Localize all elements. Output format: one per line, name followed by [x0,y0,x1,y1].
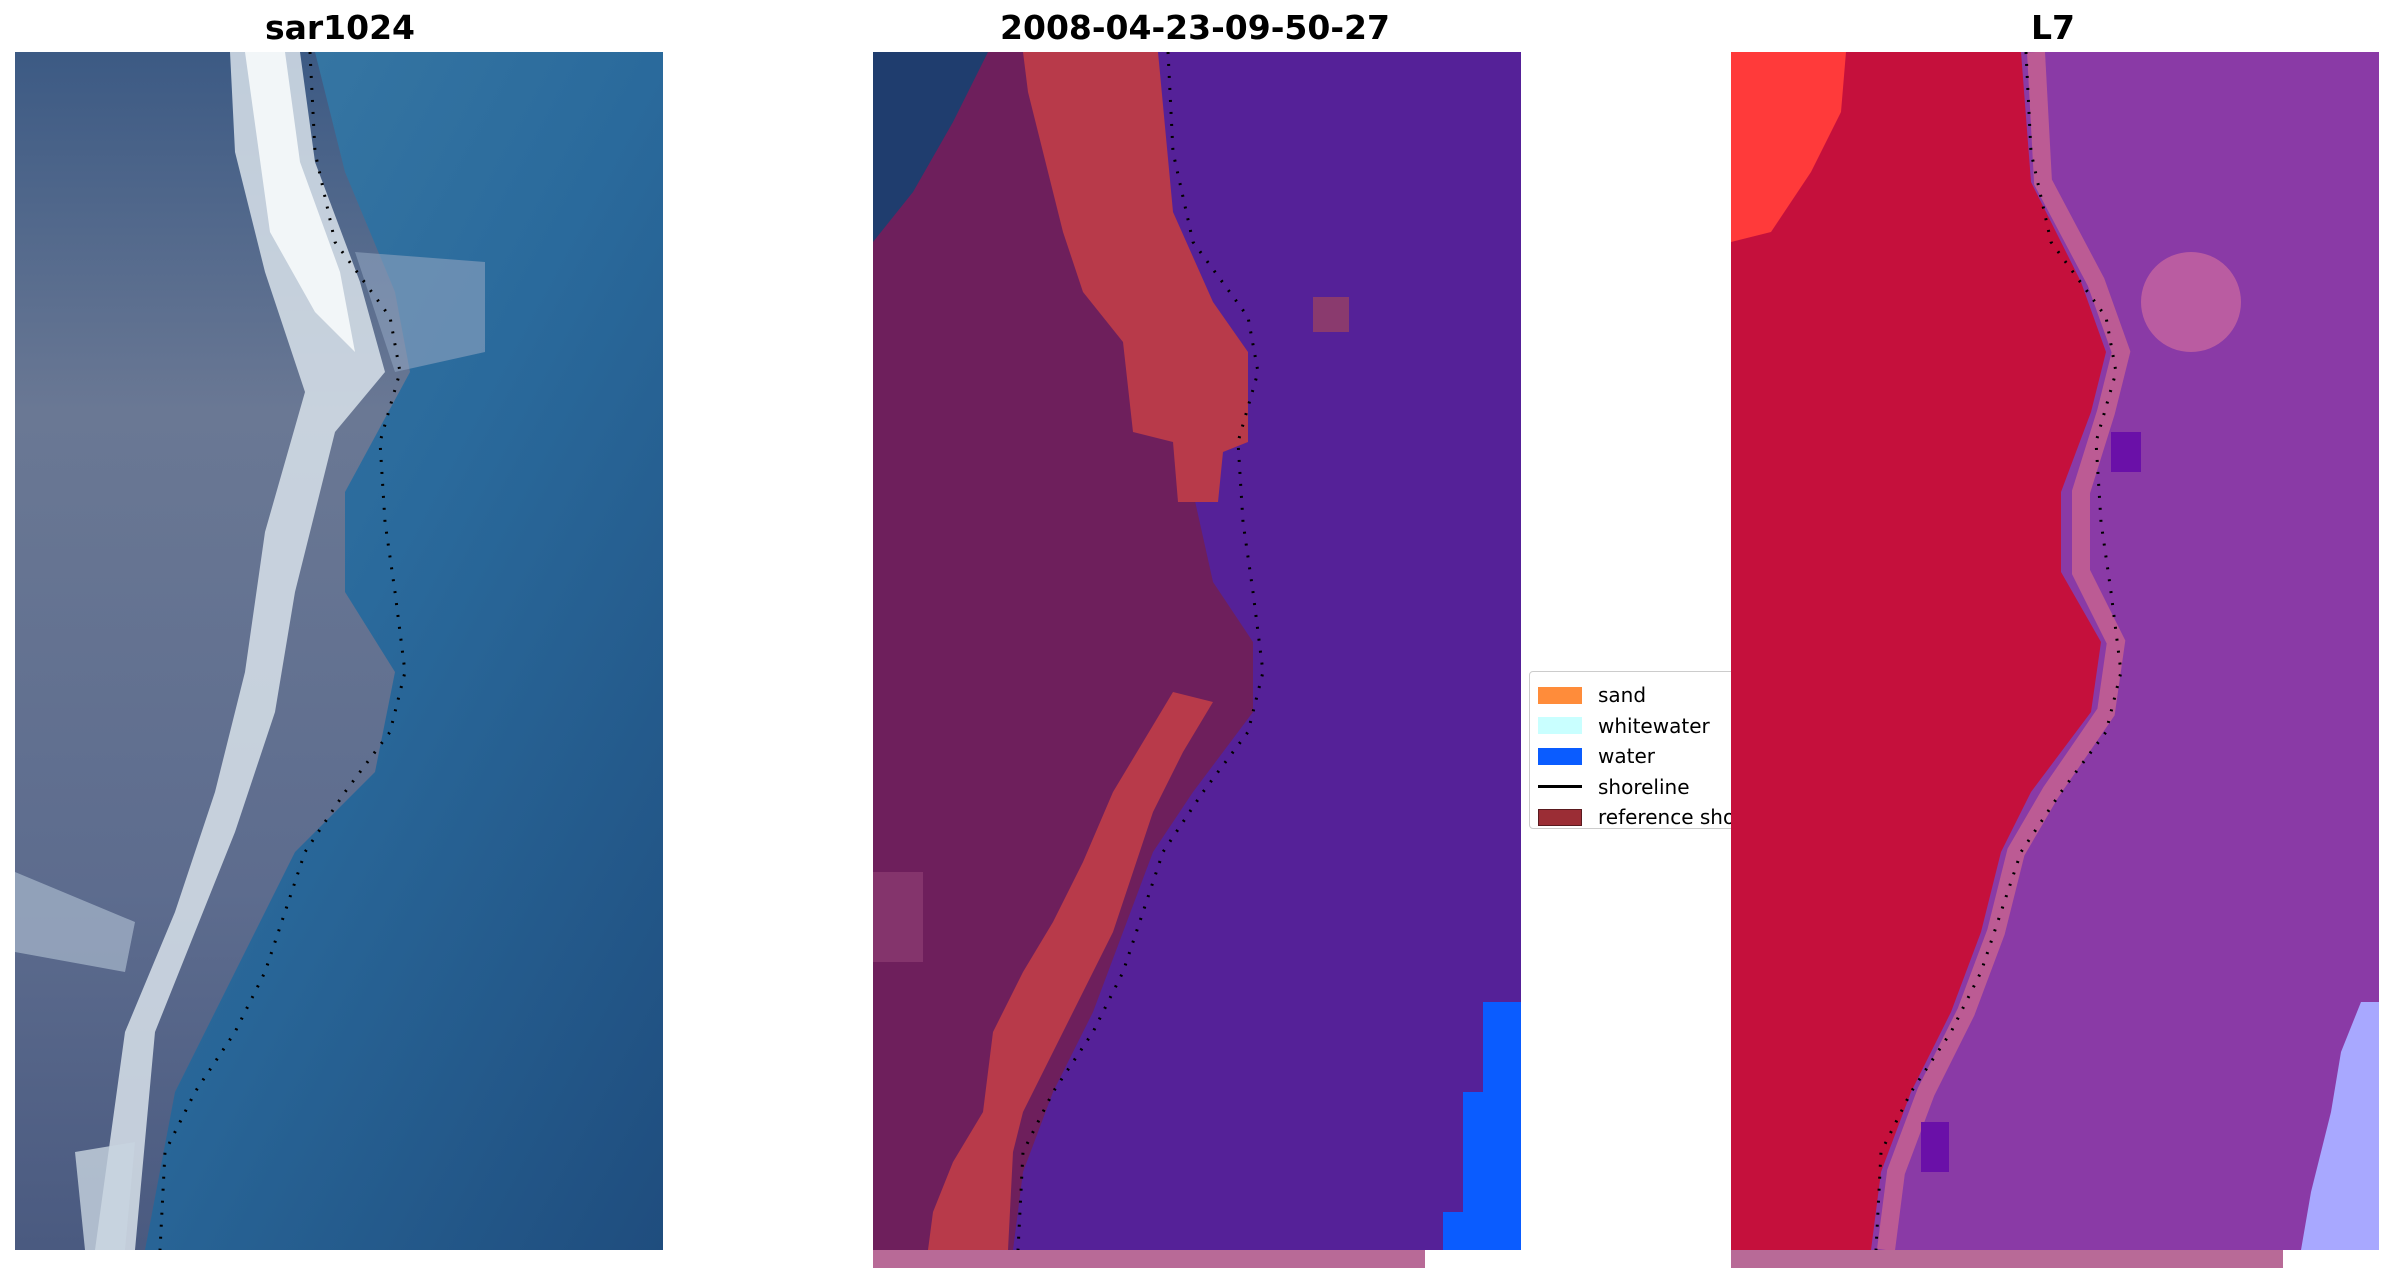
nearshore-patch [355,252,485,372]
surf-bright [245,52,355,352]
legend-label: whitewater [1598,713,1710,738]
legend-swatch-water [1538,747,1582,765]
class-small-patch [1313,297,1349,332]
beach-lower [15,872,135,972]
legend-item-reference-shoreline: reference shoreline [1538,802,1739,829]
index-purple-dark-2 [1921,1122,1949,1172]
rgb-image-panel [15,52,663,1250]
beach-lower-2 [75,1142,135,1250]
legend-item-whitewater: whitewater [1538,711,1738,742]
class-water-bright-3 [1443,1212,1473,1250]
legend-swatch-shoreline [1538,785,1582,789]
classified-image-panel [873,52,1521,1250]
index-border-pink [1877,52,2131,1250]
index-pink-blob [2141,252,2241,352]
class-sand-lower [928,692,1213,1250]
rgb-image [15,52,663,1250]
legend-label: sand [1598,683,1647,708]
index-image [1731,52,2379,1250]
index-land-region [1731,52,2106,1250]
panel-title-sar1024: sar1024 [264,8,416,47]
index-light-lavender [2301,1002,2379,1250]
legend-label: reference shoreline [1598,805,1739,829]
classified-bottom-strip [873,1250,1425,1268]
panel-title-l7: L7 [2031,8,2075,47]
legend-item-water: water [1538,741,1738,772]
legend-item-sand: sand [1538,680,1738,711]
index-bottom-strip [1731,1250,2283,1268]
index-bright-red-corner [1731,52,1846,242]
classified-image [873,52,1521,1250]
legend-item-shoreline: shoreline [1538,772,1738,803]
legend-label: water [1598,744,1655,769]
panel-title-date: 2008-04-23-09-50-27 [1000,8,1390,47]
legend-label: shoreline [1598,774,1690,799]
class-dark-corner [873,52,988,242]
legend-swatch-reference-shoreline [1538,808,1582,826]
class-land-region [873,52,1253,1250]
legend: sand whitewater water shoreline referenc… [1529,671,1739,829]
beach-whitewater [95,52,385,1250]
index-image-panel [1731,52,2379,1250]
index-purple-dark [2111,432,2141,472]
legend-swatch-sand [1538,686,1582,704]
class-sand-upper [1023,52,1248,502]
legend-swatch-whitewater [1538,717,1582,735]
class-pink-patch [873,872,923,962]
